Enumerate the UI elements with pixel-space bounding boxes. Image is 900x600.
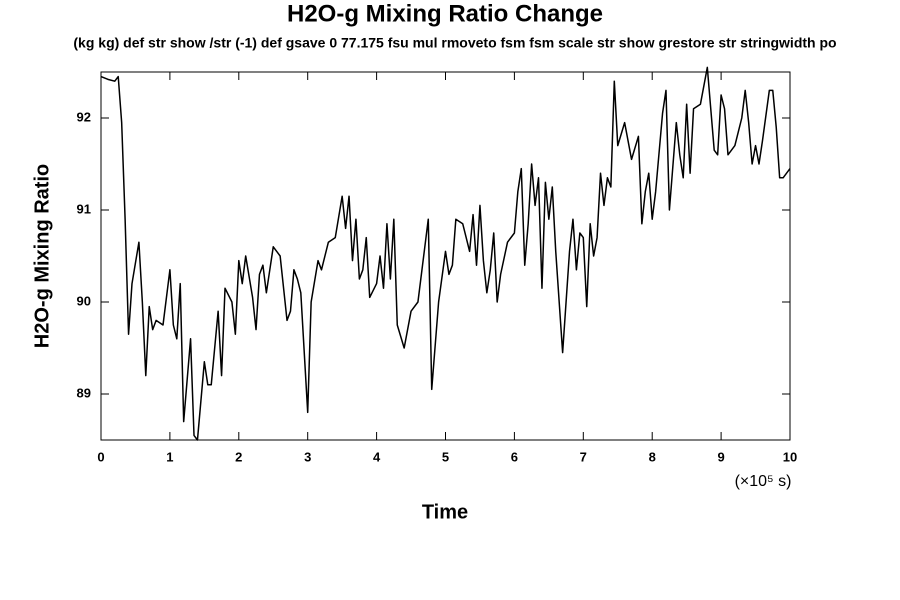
chart-title: H2O-g Mixing Ratio Change: [287, 0, 603, 27]
x-tick-label: 0: [97, 449, 104, 464]
y-tick-label: 91: [77, 201, 91, 216]
x-tick-label: 10: [783, 449, 797, 464]
data-line: [100, 66, 791, 441]
x-tick-label: 9: [717, 449, 724, 464]
x-tick-label: 7: [580, 449, 587, 464]
x-tick-label: 1: [166, 449, 173, 464]
x-tick-label: 8: [649, 449, 656, 464]
y-tick-label: 89: [77, 385, 91, 400]
chart-subtitle: (kg kg) def str show /str (-1) def gsave…: [73, 35, 836, 51]
y-axis-label: H2O-g Mixing Ratio: [31, 164, 53, 348]
x-tick-label: 2: [235, 449, 242, 464]
x-axis-unit: (×10⁵ s): [735, 473, 792, 490]
x-tick-label: 3: [304, 449, 311, 464]
x-tick-label: 5: [442, 449, 449, 464]
y-tick-label: 90: [77, 293, 91, 308]
x-axis-label: Time: [422, 501, 468, 523]
y-tick-label: 92: [77, 109, 91, 124]
x-tick-label: 6: [511, 449, 518, 464]
x-tick-label: 4: [373, 449, 381, 464]
